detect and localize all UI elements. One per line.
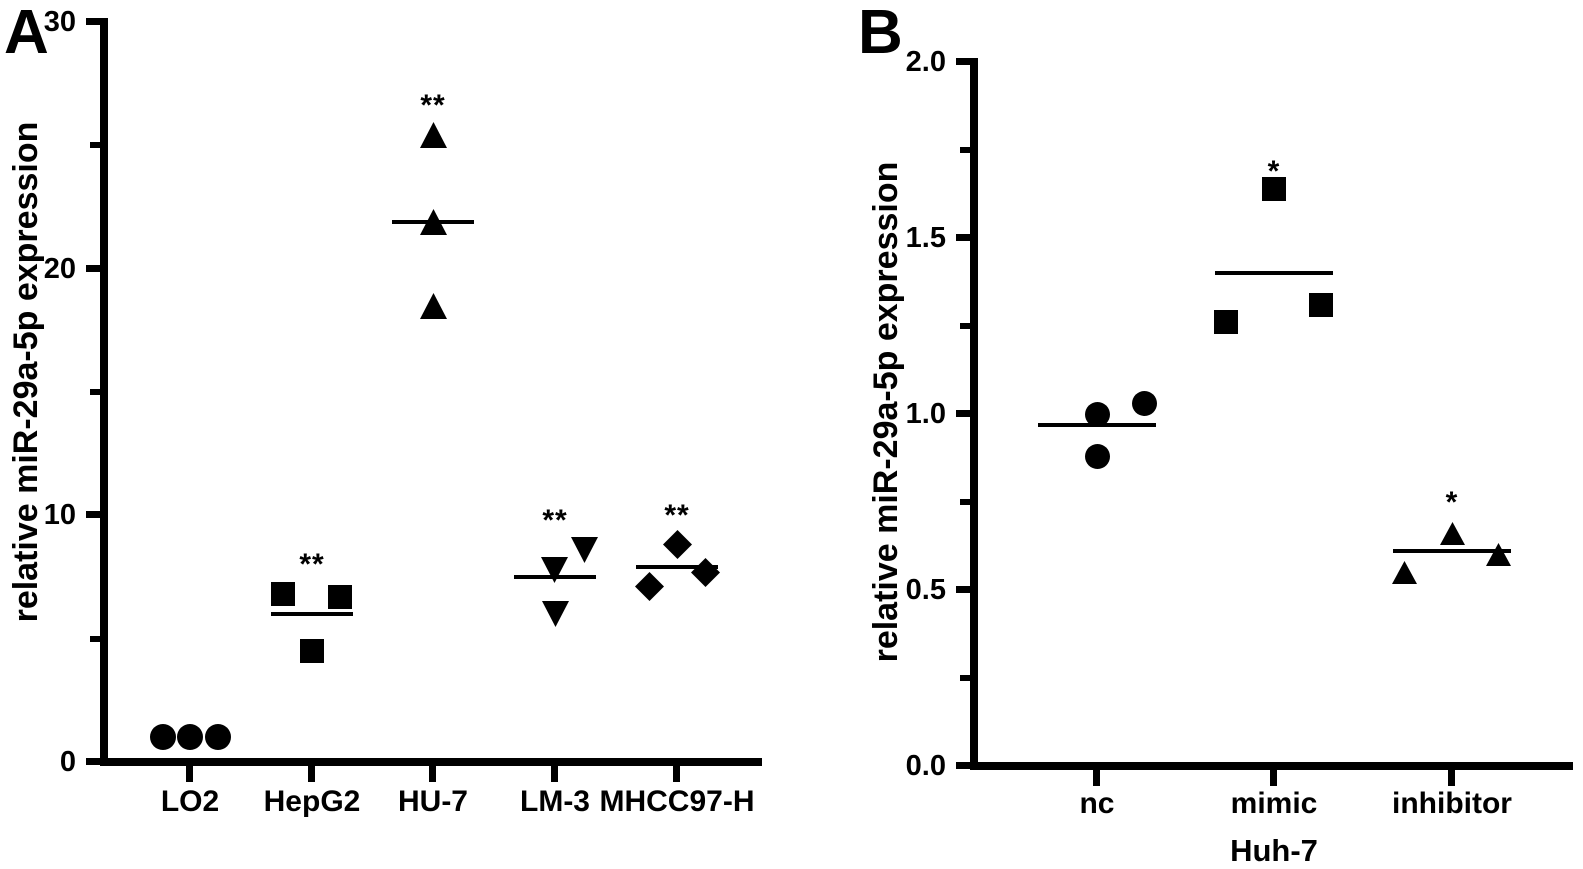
x-axis-tick [1448,770,1455,786]
x-axis-tick [186,766,193,782]
x-category-label: HU-7 [397,785,468,818]
y-axis-minor-tick [960,323,970,329]
x-axis-line [970,762,1573,770]
data-point-marker [1132,391,1157,416]
y-tick-label: 0.0 [905,750,946,782]
y-axis-major-tick [86,265,100,272]
data-point-marker [1085,402,1110,427]
data-point-marker [271,582,295,606]
y-tick-label: 30 [43,6,76,38]
x-axis-tick [551,766,558,782]
significance-asterisks: ** [299,548,325,581]
data-point-marker [542,601,569,627]
y-axis-minor-tick [960,675,970,681]
panel-a-letter: A [4,0,49,67]
y-axis-minor-tick [90,389,100,395]
y-axis-major-tick [86,511,100,518]
data-point-marker [635,572,664,601]
y-axis-major-tick [956,762,970,769]
data-point-marker [420,293,447,319]
y-axis-major-tick [956,410,970,417]
y-axis-major-tick [956,234,970,241]
x-category-label: HepG2 [263,785,361,818]
x-axis-tick [1093,770,1100,786]
y-axis-minor-tick [90,636,100,642]
significance-asterisks: * [1267,155,1281,188]
data-point-marker [1392,561,1417,584]
mean-line [1393,549,1511,553]
x-category-label: mimic [1230,787,1318,820]
y-axis-minor-tick [960,499,970,505]
x-category-label: MHCC97-H [599,785,755,818]
significance-asterisks: ** [542,504,568,537]
data-point-marker [1440,522,1465,545]
y-tick-label: 1.5 [905,222,946,254]
data-point-marker [691,558,720,587]
x-axis-line [100,758,762,766]
x-axis-tick [1270,770,1277,786]
y-axis-major-tick [956,58,970,65]
x-category-label: inhibitor [1392,787,1512,820]
data-point-marker [1486,543,1511,566]
data-point-marker [541,557,568,583]
y-tick-label: 10 [43,499,76,531]
y-tick-label: 1.0 [905,398,946,430]
data-point-marker [1214,310,1238,334]
data-point-marker [150,724,176,750]
mean-line [636,565,718,569]
panel-b-letter: B [858,0,903,67]
y-axis-major-tick [86,18,100,25]
y-axis-minor-tick [90,142,100,148]
panel-a-y-axis-title: relative miR-29a-5p expression [7,121,45,623]
y-axis-line [100,18,108,766]
y-axis-major-tick [956,586,970,593]
y-axis-line [970,58,978,770]
significance-asterisks: ** [420,89,446,122]
x-axis-tick [429,766,436,782]
data-point-marker [1309,293,1333,317]
x-axis-tick [308,766,315,782]
panel-b-x-axis-title: Huh-7 [1230,833,1318,868]
data-point-marker [1085,444,1110,469]
y-axis-major-tick [86,758,100,765]
data-point-marker [420,122,447,148]
data-point-marker [328,585,352,609]
mean-line [1215,271,1333,275]
data-point-marker [663,530,692,559]
x-category-label: nc [1079,787,1115,820]
x-category-label: LO2 [160,785,220,818]
x-category-label: LM-3 [520,785,590,818]
y-tick-label: 20 [43,253,76,285]
mean-line [271,612,353,616]
data-point-marker [205,724,231,750]
data-point-marker [300,639,324,663]
x-axis-tick [673,766,680,782]
significance-asterisks: * [1445,486,1459,519]
y-tick-label: 0.5 [905,574,946,606]
data-point-marker [177,724,203,750]
data-point-marker [571,537,598,563]
y-tick-label: 0 [59,746,76,778]
significance-asterisks: ** [664,499,690,532]
y-tick-label: 2.0 [905,46,946,78]
data-point-marker [1262,177,1286,201]
y-axis-minor-tick [960,147,970,153]
